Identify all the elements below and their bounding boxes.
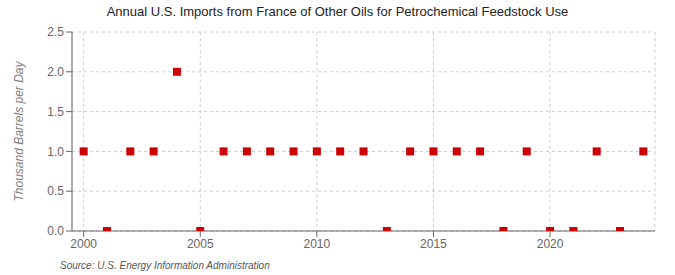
svg-text:1.5: 1.5 [47,105,64,119]
svg-text:2005: 2005 [187,237,214,251]
svg-text:1.0: 1.0 [47,145,64,159]
html-text:Annual U.S. Imports from Franc: Annual U.S. Imports from France of Other… [106,4,569,19]
svg-text:2.0: 2.0 [47,65,64,79]
svg-text:2000: 2000 [70,237,97,251]
svg-text:2010: 2010 [304,237,331,251]
html-text:Source: U.S. Energy Informatio: Source: U.S. Energy Information Administ… [60,260,270,271]
svg-text:0.0: 0.0 [47,224,64,238]
svg-text:Thousand Barrels per Day: Thousand Barrels per Day [12,60,26,201]
svg-text:0.5: 0.5 [47,184,64,198]
svg-text:2015: 2015 [420,237,447,251]
svg-text:2020: 2020 [537,237,564,251]
svg-text:2.5: 2.5 [47,25,64,39]
